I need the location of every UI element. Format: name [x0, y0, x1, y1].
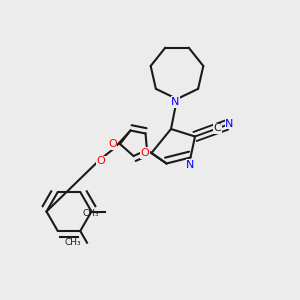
Text: O: O	[108, 139, 117, 149]
Text: N: N	[225, 119, 234, 129]
Text: CH₃: CH₃	[64, 238, 81, 247]
Text: N: N	[186, 160, 195, 170]
Text: CH₃: CH₃	[82, 208, 99, 217]
Text: O: O	[97, 156, 106, 167]
Text: N: N	[171, 97, 180, 107]
Text: O: O	[140, 148, 149, 158]
Text: C: C	[214, 123, 221, 133]
